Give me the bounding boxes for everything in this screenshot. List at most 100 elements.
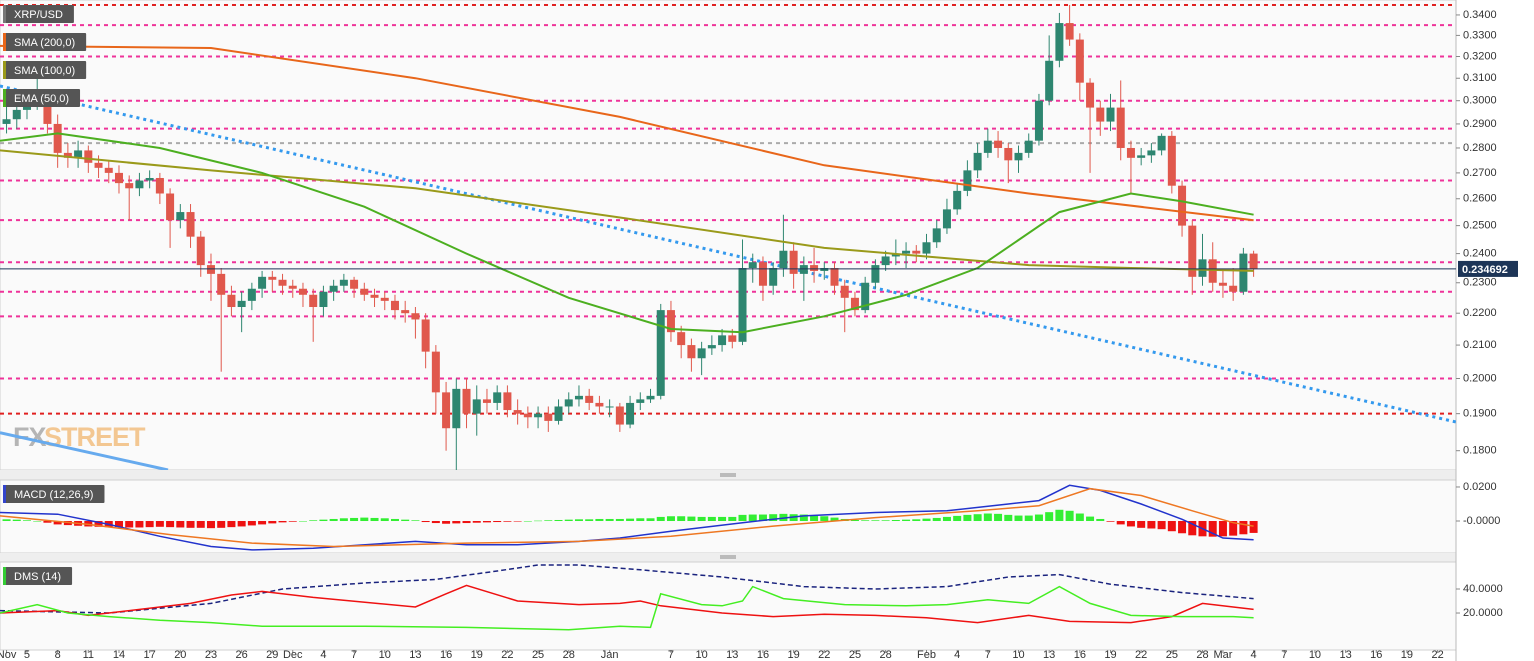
candle-body — [626, 402, 635, 425]
x-tick-label: 26 — [236, 649, 248, 661]
candle-body — [1157, 135, 1166, 151]
x-tick-label: 25 — [849, 649, 861, 661]
plot-area — [0, 564, 1254, 631]
x-tick-label: Feb — [917, 649, 936, 661]
histogram-bar — [1137, 521, 1146, 528]
y-tick-label: 0.0200 — [1463, 481, 1497, 493]
x-tick-label: 16 — [757, 649, 769, 661]
histogram-bar — [697, 516, 706, 522]
candle-body — [217, 273, 226, 295]
histogram-bar — [421, 521, 430, 523]
candle-body — [769, 268, 778, 286]
candle-body — [84, 150, 93, 163]
candle-body — [1249, 253, 1258, 269]
histogram-bar — [677, 516, 686, 522]
candle-body — [493, 392, 502, 403]
candle-body — [963, 170, 972, 191]
histogram-bar — [278, 521, 287, 523]
histogram-bar — [1034, 514, 1043, 522]
candle-body — [677, 332, 686, 346]
candle-body — [574, 395, 583, 400]
candle-body — [104, 167, 113, 173]
candle-body — [176, 212, 185, 221]
histogram-bar — [636, 518, 645, 522]
candle-body — [411, 313, 420, 320]
panel-divider[interactable] — [0, 470, 1456, 480]
x-tick-label: Jan — [601, 649, 619, 661]
legend-label: DMS (14) — [14, 571, 61, 583]
candle-body — [687, 345, 696, 359]
histogram-bar — [728, 516, 737, 522]
histogram-bar — [53, 521, 62, 525]
candle-body — [1065, 23, 1074, 40]
x-tick-label: 25 — [532, 649, 544, 661]
x-tick-label: 14 — [113, 649, 125, 661]
candle-body — [94, 162, 103, 168]
legend-label: SMA (200,0) — [14, 37, 75, 49]
histogram-bar — [390, 518, 399, 522]
candle-body — [789, 250, 798, 274]
candle-body — [401, 310, 410, 314]
candle-body — [840, 285, 849, 298]
x-tick-label: 22 — [1431, 649, 1443, 661]
x-tick-label: 20 — [174, 649, 186, 661]
legend-label: MACD (12,26,9) — [14, 489, 93, 501]
histogram-bar — [902, 519, 911, 522]
histogram-bar — [871, 520, 880, 522]
candle-body — [268, 276, 277, 280]
x-tick-label: 16 — [1074, 649, 1086, 661]
candle-body — [564, 399, 573, 407]
watermark: STREET — [44, 422, 146, 452]
legend-swatch — [3, 567, 6, 585]
histogram-bar — [1229, 521, 1238, 536]
candle-body — [1045, 60, 1054, 101]
candle-body — [390, 300, 399, 311]
candle-body — [350, 279, 359, 289]
candle-body — [738, 268, 747, 342]
candle-body — [1147, 150, 1156, 156]
x-tick-label: 28 — [879, 649, 891, 661]
histogram-bar — [329, 518, 338, 522]
candle-body — [370, 294, 379, 298]
y-tick-label: -0.0000 — [1463, 515, 1500, 527]
histogram-bar — [595, 518, 604, 522]
x-tick-label: Dec — [283, 649, 303, 661]
histogram-bar — [155, 521, 164, 527]
candle-body — [431, 351, 440, 393]
histogram-bar — [206, 521, 215, 529]
histogram-bar — [462, 521, 471, 524]
x-tick-label: 4 — [954, 649, 960, 661]
legend-swatch — [3, 5, 6, 23]
histogram-bar — [350, 517, 359, 522]
candle-body — [166, 193, 175, 221]
candle-body — [820, 268, 829, 271]
histogram-bar — [932, 517, 941, 522]
last-price-label: 0.234692 — [1462, 264, 1508, 276]
y-tick-label: 0.2700 — [1463, 167, 1497, 179]
histogram-bar — [186, 521, 195, 528]
histogram-bar — [227, 521, 236, 528]
x-tick-label: 16 — [440, 649, 452, 661]
legend-box — [3, 89, 81, 107]
indicator-line — [0, 44, 1254, 222]
candle-body — [145, 177, 154, 181]
candle-body — [53, 123, 62, 153]
candle-body — [442, 392, 451, 429]
candle-body — [309, 294, 318, 308]
y-tick-label: 20.0000 — [1463, 607, 1503, 619]
histogram-bar — [799, 514, 808, 522]
histogram-bar — [850, 519, 859, 522]
histogram-bar — [523, 521, 532, 522]
candle-body — [1086, 82, 1095, 108]
histogram-bar — [380, 518, 389, 522]
candle-body — [605, 406, 614, 408]
candle-body — [656, 310, 665, 396]
histogram-bar — [534, 520, 543, 522]
x-tick-label: 7 — [668, 649, 674, 661]
legend-box — [3, 485, 105, 503]
histogram-bar — [912, 519, 921, 522]
x-tick-label: 11 — [83, 649, 94, 661]
histogram-bar — [1239, 521, 1248, 535]
x-tick-label: 13 — [1339, 649, 1351, 661]
candle-body — [1075, 39, 1084, 83]
